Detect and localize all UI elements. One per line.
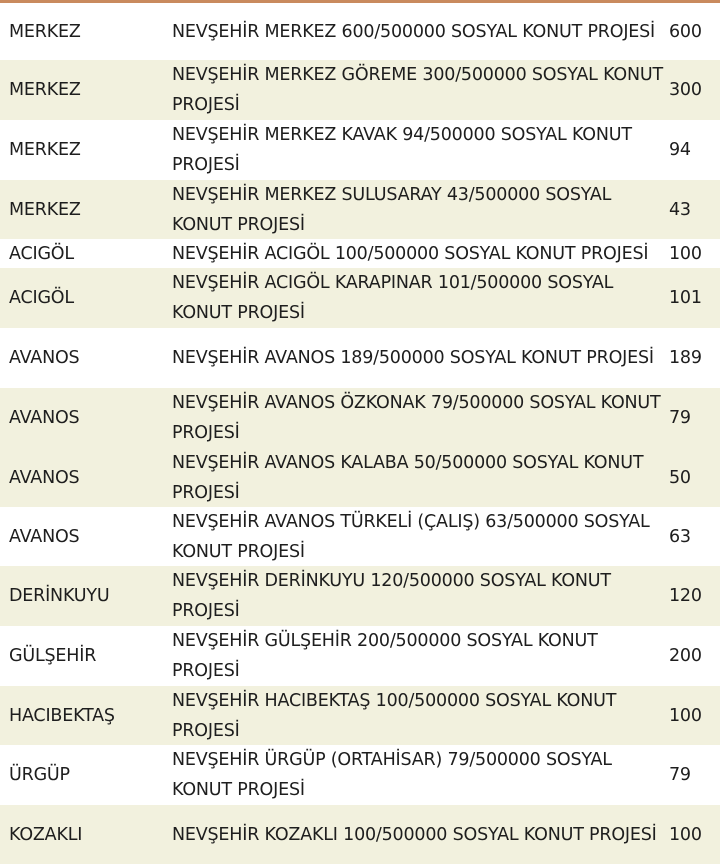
district-cell: ACIGÖL — [9, 288, 74, 308]
district-cell: MERKEZ — [9, 140, 81, 160]
project-cell: NEVŞEHİR AVANOS 189/500000 SOSYAL KONUT … — [172, 348, 654, 368]
table-row: ACIGÖL NEVŞEHİR ACIGÖL KARAPINAR 101/5000… — [0, 268, 720, 328]
project-cell: NEVŞEHİR AVANOS ÖZKONAK 79/500000 SOSYAL… — [172, 393, 661, 443]
table-row: AVANOS NEVŞEHİR AVANOS 189/500000 SOSYAL … — [0, 328, 720, 388]
table-row: KOZAKLI NEVŞEHİR KOZAKLI 100/500000 SOSYA… — [0, 805, 720, 864]
count-cell: 94 — [669, 140, 691, 160]
district-cell: DERİNKUYU — [9, 586, 110, 606]
count-cell: 43 — [669, 199, 691, 220]
district-cell: AVANOS — [9, 526, 80, 547]
count-cell: 120 — [669, 586, 702, 606]
count-cell: 600 — [669, 21, 702, 42]
project-cell: NEVŞEHİR ACIGÖL KARAPINAR 101/500000 SOS… — [172, 273, 614, 323]
count-cell: 300 — [669, 80, 702, 100]
count-cell: 79 — [669, 408, 691, 428]
housing-projects-table: MERKEZ NEVŞEHİR MERKEZ 600/500000 SOSYAL … — [0, 3, 720, 864]
project-cell: NEVŞEHİR AVANOS TÜRKELİ (ÇALIŞ) 63/50000… — [172, 511, 650, 562]
count-cell: 100 — [669, 705, 702, 726]
district-cell: AVANOS — [9, 408, 80, 428]
count-cell: 100 — [669, 824, 702, 845]
district-cell: MERKEZ — [9, 80, 81, 100]
project-cell: NEVŞEHİR KOZAKLI 100/500000 SOSYAL KONUT… — [172, 824, 657, 845]
district-cell: HACIBEKTAŞ — [9, 705, 115, 726]
project-cell: NEVŞEHİR GÜLŞEHİR 200/500000 SOSYAL KONU… — [172, 631, 598, 681]
project-cell: NEVŞEHİR AVANOS KALABA 50/500000 SOSYAL … — [172, 452, 644, 503]
table-row: MERKEZ NEVŞEHİR MERKEZ KAVAK 94/500000 SO… — [0, 120, 720, 180]
table-row: MERKEZ NEVŞEHİR MERKEZ GÖREME 300/500000 … — [0, 60, 720, 120]
district-cell: KOZAKLI — [9, 824, 83, 845]
table-row: ÜRGÜP NEVŞEHİR ÜRGÜP (ORTAHİSAR) 79/50000… — [0, 745, 720, 805]
district-cell: AVANOS — [9, 348, 80, 368]
table-row: HACIBEKTAŞ NEVŞEHİR HACIBEKTAŞ 100/500000… — [0, 686, 720, 745]
count-cell: 101 — [669, 288, 702, 308]
table-top-border — [0, 0, 720, 3]
district-cell: MERKEZ — [9, 199, 81, 220]
table-row: AVANOS NEVŞEHİR AVANOS TÜRKELİ (ÇALIŞ) 63… — [0, 507, 720, 566]
project-cell: NEVŞEHİR ACIGÖL 100/500000 SOSYAL KONUT … — [172, 243, 649, 264]
table-row: AVANOS NEVŞEHİR AVANOS ÖZKONAK 79/500000 … — [0, 388, 720, 448]
count-cell: 189 — [669, 348, 702, 368]
table-row: MERKEZ NEVŞEHİR MERKEZ 600/500000 SOSYAL … — [0, 3, 720, 60]
project-cell: NEVŞEHİR MERKEZ KAVAK 94/500000 SOSYAL K… — [172, 125, 632, 175]
district-cell: AVANOS — [9, 467, 80, 488]
project-cell: NEVŞEHİR DERİNKUYU 120/500000 SOSYAL KON… — [172, 571, 611, 621]
table-row: MERKEZ NEVŞEHİR MERKEZ SULUSARAY 43/50000… — [0, 180, 720, 239]
project-cell: NEVŞEHİR MERKEZ 600/500000 SOSYAL KONUT … — [172, 21, 656, 42]
district-cell: ÜRGÜP — [9, 765, 70, 785]
count-cell: 50 — [669, 467, 691, 488]
project-cell: NEVŞEHİR ÜRGÜP (ORTAHİSAR) 79/500000 SOS… — [172, 750, 612, 800]
count-cell: 100 — [669, 243, 702, 264]
table-row: ACIGÖL NEVŞEHİR ACIGÖL 100/500000 SOSYAL … — [0, 239, 720, 268]
district-cell: MERKEZ — [9, 21, 81, 42]
count-cell: 63 — [669, 526, 691, 547]
project-cell: NEVŞEHİR HACIBEKTAŞ 100/500000 SOSYAL KO… — [172, 690, 617, 741]
project-cell: NEVŞEHİR MERKEZ SULUSARAY 43/500000 SOSY… — [172, 184, 612, 235]
table-row: GÜLŞEHİR NEVŞEHİR GÜLŞEHİR 200/500000 SOS… — [0, 626, 720, 686]
table-row: AVANOS NEVŞEHİR AVANOS KALABA 50/500000 S… — [0, 448, 720, 507]
district-cell: GÜLŞEHİR — [9, 646, 97, 666]
count-cell: 79 — [669, 765, 691, 785]
count-cell: 200 — [669, 646, 702, 666]
district-cell: ACIGÖL — [9, 243, 74, 264]
table-row: DERİNKUYU NEVŞEHİR DERİNKUYU 120/500000 S… — [0, 566, 720, 626]
project-cell: NEVŞEHİR MERKEZ GÖREME 300/500000 SOSYAL… — [172, 65, 663, 115]
